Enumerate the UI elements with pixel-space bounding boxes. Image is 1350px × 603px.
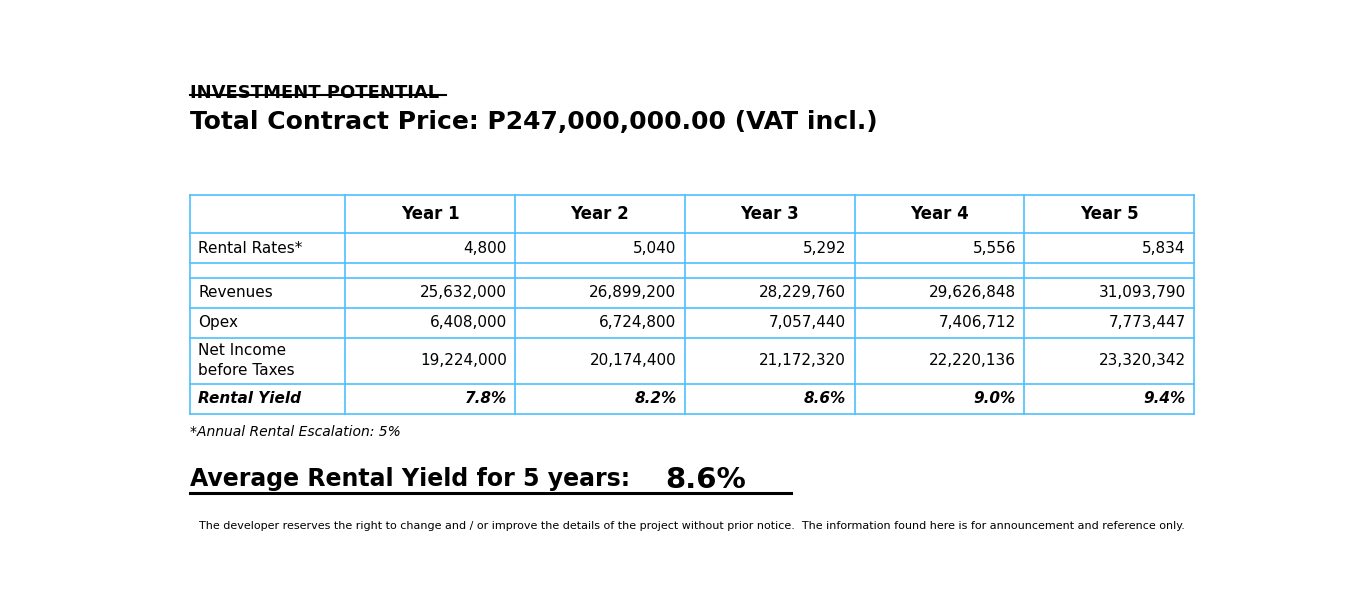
Text: *Annual Rental Escalation: 5%: *Annual Rental Escalation: 5% bbox=[189, 425, 401, 439]
Text: 5,556: 5,556 bbox=[972, 241, 1017, 256]
Bar bbox=[855, 278, 1025, 308]
Text: 26,899,200: 26,899,200 bbox=[590, 285, 676, 300]
Text: 29,626,848: 29,626,848 bbox=[929, 285, 1017, 300]
Text: Net Income
before Taxes: Net Income before Taxes bbox=[198, 343, 294, 378]
Text: 7,773,447: 7,773,447 bbox=[1108, 315, 1185, 330]
Bar bbox=[1025, 233, 1193, 264]
Text: Year 4: Year 4 bbox=[910, 206, 969, 223]
Text: Revenues: Revenues bbox=[198, 285, 273, 300]
Bar bbox=[346, 384, 516, 414]
Text: Year 3: Year 3 bbox=[740, 206, 799, 223]
Text: Rental Yield: Rental Yield bbox=[198, 391, 301, 406]
Text: 5,292: 5,292 bbox=[803, 241, 846, 256]
Bar bbox=[189, 338, 346, 384]
Bar bbox=[189, 195, 346, 233]
Text: 21,172,320: 21,172,320 bbox=[759, 353, 846, 368]
Text: Total Contract Price: P247,000,000.00 (VAT incl.): Total Contract Price: P247,000,000.00 (V… bbox=[189, 110, 878, 133]
Bar bbox=[684, 338, 855, 384]
Text: 5,834: 5,834 bbox=[1142, 241, 1185, 256]
Text: 6,408,000: 6,408,000 bbox=[429, 315, 506, 330]
Bar bbox=[516, 338, 684, 384]
Text: 7,057,440: 7,057,440 bbox=[769, 315, 846, 330]
Text: Year 1: Year 1 bbox=[401, 206, 459, 223]
Text: Average Rental Yield for 5 years:: Average Rental Yield for 5 years: bbox=[189, 467, 639, 491]
Text: 25,632,000: 25,632,000 bbox=[420, 285, 506, 300]
Bar bbox=[855, 338, 1025, 384]
Bar bbox=[346, 195, 516, 233]
Bar bbox=[516, 384, 684, 414]
Bar bbox=[684, 384, 855, 414]
Text: Year 2: Year 2 bbox=[571, 206, 629, 223]
Bar bbox=[684, 195, 855, 233]
Bar bbox=[189, 278, 346, 308]
Text: 9.0%: 9.0% bbox=[973, 391, 1017, 406]
Text: 7,406,712: 7,406,712 bbox=[938, 315, 1017, 330]
Bar bbox=[684, 233, 855, 264]
Bar bbox=[346, 278, 516, 308]
Bar bbox=[1025, 264, 1193, 278]
Text: 23,320,342: 23,320,342 bbox=[1099, 353, 1185, 368]
Text: Rental Rates*: Rental Rates* bbox=[198, 241, 302, 256]
Bar bbox=[855, 384, 1025, 414]
Text: 8.2%: 8.2% bbox=[634, 391, 676, 406]
Text: 9.4%: 9.4% bbox=[1143, 391, 1185, 406]
Text: Year 5: Year 5 bbox=[1080, 206, 1138, 223]
Text: 6,724,800: 6,724,800 bbox=[599, 315, 676, 330]
Bar bbox=[516, 308, 684, 338]
Text: 8.6%: 8.6% bbox=[805, 391, 846, 406]
Bar bbox=[1025, 195, 1193, 233]
Bar bbox=[1025, 384, 1193, 414]
Text: 22,220,136: 22,220,136 bbox=[929, 353, 1017, 368]
Bar bbox=[684, 278, 855, 308]
Text: 31,093,790: 31,093,790 bbox=[1099, 285, 1185, 300]
Bar bbox=[1025, 308, 1193, 338]
Text: 19,224,000: 19,224,000 bbox=[420, 353, 506, 368]
Bar bbox=[189, 384, 346, 414]
Text: 28,229,760: 28,229,760 bbox=[759, 285, 846, 300]
Bar bbox=[346, 233, 516, 264]
Bar bbox=[855, 264, 1025, 278]
Bar bbox=[855, 195, 1025, 233]
Bar bbox=[516, 233, 684, 264]
Text: 4,800: 4,800 bbox=[463, 241, 506, 256]
Bar bbox=[516, 195, 684, 233]
Bar bbox=[1025, 338, 1193, 384]
Bar bbox=[516, 278, 684, 308]
Text: 20,174,400: 20,174,400 bbox=[590, 353, 676, 368]
Bar bbox=[346, 308, 516, 338]
Bar bbox=[516, 264, 684, 278]
Text: 5,040: 5,040 bbox=[633, 241, 676, 256]
Text: Opex: Opex bbox=[198, 315, 238, 330]
Text: INVESTMENT POTENTIAL: INVESTMENT POTENTIAL bbox=[189, 84, 439, 102]
Bar bbox=[855, 308, 1025, 338]
Bar bbox=[346, 338, 516, 384]
Bar bbox=[189, 308, 346, 338]
Bar bbox=[684, 264, 855, 278]
Bar bbox=[346, 264, 516, 278]
Text: 7.8%: 7.8% bbox=[464, 391, 506, 406]
Bar bbox=[684, 308, 855, 338]
Text: The developer reserves the right to change and / or improve the details of the p: The developer reserves the right to chan… bbox=[198, 522, 1185, 531]
Text: 8.6%: 8.6% bbox=[666, 466, 747, 494]
Bar bbox=[189, 264, 346, 278]
Bar bbox=[855, 233, 1025, 264]
Bar bbox=[1025, 278, 1193, 308]
Bar bbox=[189, 233, 346, 264]
